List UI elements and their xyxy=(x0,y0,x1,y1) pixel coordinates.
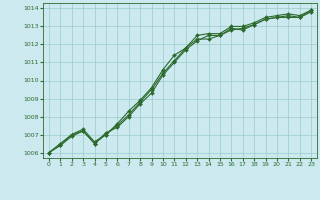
Text: Graphe pression niveau de la mer (hPa): Graphe pression niveau de la mer (hPa) xyxy=(68,182,252,191)
